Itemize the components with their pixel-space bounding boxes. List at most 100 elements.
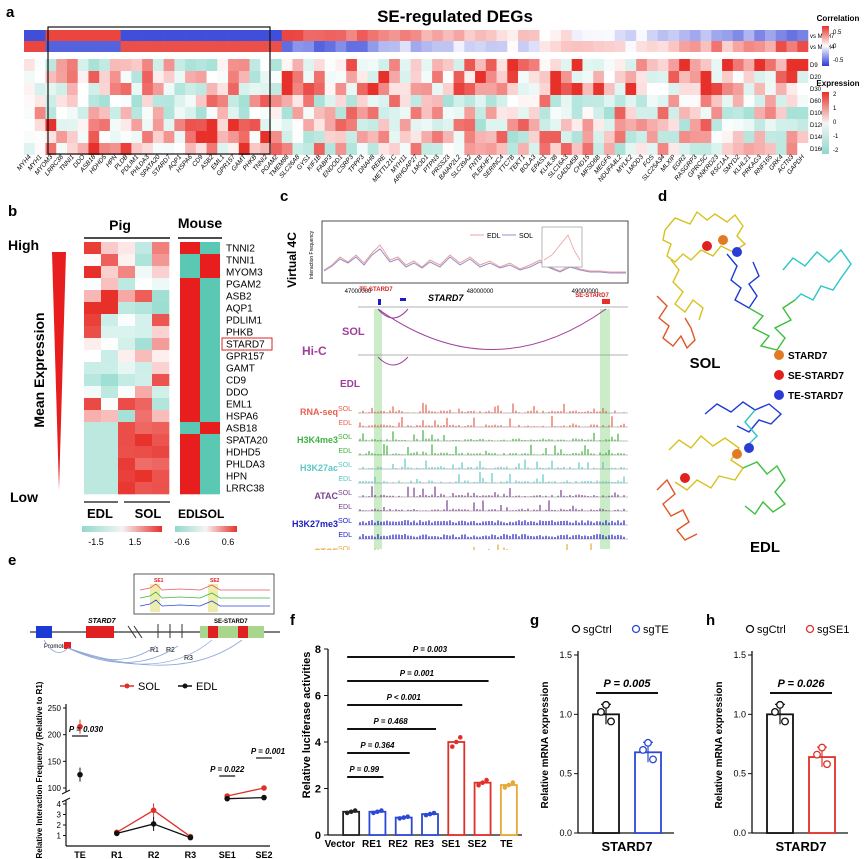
- corr-cell: [45, 41, 57, 52]
- mouse-cell-sol: [200, 386, 220, 399]
- expr-cell: [625, 83, 637, 95]
- expr-cell: [335, 131, 347, 143]
- expr-cell: [88, 59, 100, 71]
- pig-cell: [152, 350, 170, 363]
- sol-se-stard7-dot: [702, 241, 712, 251]
- e-legend-edl: EDL: [196, 681, 217, 693]
- expr-cell: [66, 83, 78, 95]
- f-pvalue: P = 0.468: [373, 717, 408, 726]
- pig-cell: [118, 446, 136, 459]
- y-tick: 1.0: [559, 709, 572, 719]
- corr-cell: [743, 41, 755, 52]
- pig-cell: [152, 242, 170, 255]
- track-sub-label: SOL: [338, 462, 352, 469]
- expr-tick: -2: [833, 148, 839, 154]
- expr-cell: [571, 131, 583, 143]
- expr-cell: [271, 143, 283, 155]
- expr-cell: [152, 131, 164, 143]
- sol-te-stard7-dot: [732, 247, 742, 257]
- pig-cell: [152, 398, 170, 411]
- expr-cell: [217, 119, 229, 131]
- expr-cell: [260, 143, 272, 155]
- pig-cell: [101, 374, 119, 387]
- b-gene-label: LRRC38: [226, 484, 265, 495]
- expr-cell: [571, 107, 583, 119]
- expr-cell: [657, 71, 669, 83]
- f-dot: [401, 815, 407, 820]
- corr-cell: [56, 41, 68, 52]
- corr-cell: [550, 30, 562, 41]
- expr-cell: [722, 107, 734, 119]
- expr-cell: [195, 83, 207, 95]
- expr-cell: [356, 59, 368, 71]
- expr-cell: [228, 143, 240, 155]
- expr-cell: [399, 131, 411, 143]
- expr-cell: [539, 83, 551, 95]
- expr-cell: [603, 143, 615, 155]
- corr-cell: [614, 41, 626, 52]
- expr-cell: [271, 59, 283, 71]
- expr-cell: [120, 59, 132, 71]
- expr-cell: [45, 119, 57, 131]
- expr-cell: [249, 95, 261, 107]
- pig-cell: [84, 326, 102, 339]
- expr-cell: [34, 71, 46, 83]
- expr-cell: [217, 107, 229, 119]
- corr-tick: -0.5: [833, 58, 844, 64]
- corr-cell: [496, 41, 508, 52]
- expr-cell: [743, 95, 755, 107]
- expr-cell: [700, 131, 712, 143]
- corr-cell: [131, 41, 143, 52]
- pig-cell: [118, 458, 136, 471]
- track-label: H3K4me3: [297, 435, 338, 445]
- corr-cell: [217, 41, 229, 52]
- expr-cell: [260, 131, 272, 143]
- panel-label-h: h: [706, 612, 716, 629]
- expr-cell: [66, 95, 78, 107]
- expr-cell: [668, 131, 680, 143]
- corr-cell: [346, 30, 358, 41]
- expr-cell: [24, 119, 36, 131]
- pig-cell: [101, 278, 119, 291]
- expr-cell: [109, 119, 121, 131]
- xlabel: STARD7: [601, 839, 652, 854]
- x-tick: 49000000: [572, 289, 599, 295]
- mean-expression-wedge: [52, 252, 66, 490]
- y-tick: 1.5: [733, 650, 746, 660]
- corr-cell: [786, 30, 798, 41]
- expr-cell: [109, 131, 121, 143]
- expr-cell: [679, 119, 691, 131]
- expr-cell: [765, 71, 777, 83]
- gene-marker: [400, 298, 406, 301]
- expr-cell: [77, 119, 89, 131]
- expr-cell: [743, 107, 755, 119]
- expr-cell: [571, 95, 583, 107]
- track-label: H3K27me3: [292, 519, 338, 529]
- f-x-tick: RE2: [388, 839, 408, 850]
- expr-cell: [109, 59, 121, 71]
- v4c-legend-sol: SOL: [519, 233, 533, 240]
- expr-cell: [346, 131, 358, 143]
- expr-cell: [560, 83, 573, 95]
- pig-cell: [135, 458, 153, 471]
- expr-cell: [765, 119, 777, 131]
- pig-cell: [101, 338, 119, 351]
- track-signal: [359, 520, 625, 525]
- b-gene-label: GAMT: [226, 364, 255, 375]
- expr-cell: [646, 119, 658, 131]
- f-dot: [397, 816, 403, 821]
- expr-cell: [131, 59, 143, 71]
- expr-cell: [56, 83, 68, 95]
- e-point: [114, 830, 120, 837]
- expr-cell: [636, 131, 648, 143]
- expr-cell: [206, 131, 218, 143]
- te-stard7-label: TE-STARD7: [359, 287, 393, 293]
- corr-cell: [271, 30, 283, 41]
- mouse-cell-sol: [200, 398, 220, 411]
- expr-cell: [228, 107, 240, 119]
- edl-chain-red: [656, 478, 698, 541]
- b-gene-label: PGAM2: [226, 280, 261, 291]
- expr-cell: [24, 59, 36, 71]
- expr-cell: [206, 143, 218, 155]
- expr-cell: [646, 131, 658, 143]
